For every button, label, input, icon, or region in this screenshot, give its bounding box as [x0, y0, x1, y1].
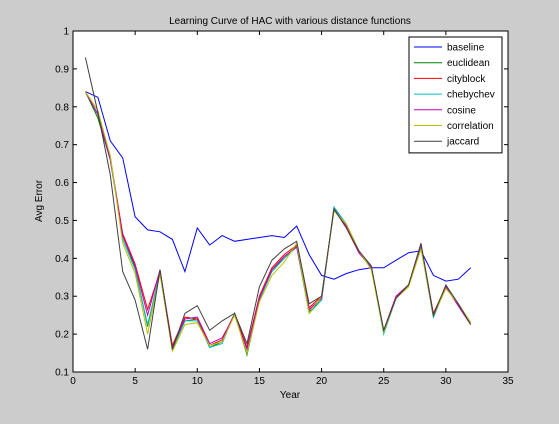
y-tick-label: 0.2 — [55, 330, 69, 341]
series-line-jaccard — [84, 57, 472, 350]
x-tick-label: 30 — [440, 376, 452, 387]
legend-label-jaccard: jaccard — [446, 137, 479, 148]
legend: baseline euclidean cityblock chebychev cosin… — [408, 36, 503, 154]
y-tick-label: 0.9 — [55, 64, 69, 75]
legend-label-correlation: correlation — [447, 121, 494, 132]
y-tick-label: 0.8 — [55, 102, 69, 113]
y-tick-label: 0.7 — [55, 140, 69, 151]
x-tick-label: 0 — [70, 376, 76, 387]
legend-box — [408, 36, 503, 154]
y-tick-label: 0.3 — [55, 292, 69, 303]
x-tick-label: 15 — [254, 376, 266, 387]
legend-label-cosine: cosine — [447, 105, 476, 116]
series-lines — [84, 57, 472, 357]
series-line-baseline — [85, 91, 472, 282]
legend-label-euclidean: euclidean — [447, 58, 490, 69]
x-tick-label: 10 — [192, 376, 204, 387]
x-tick-label: 25 — [378, 376, 390, 387]
legend-label-cityblock: cityblock — [447, 74, 486, 85]
y-tick-label: 0.6 — [55, 178, 69, 189]
y-tick-label: 0.4 — [55, 254, 69, 265]
x-tick-label: 20 — [316, 376, 328, 387]
legend-label-baseline: baseline — [447, 43, 485, 54]
x-tick-label: 35 — [502, 376, 514, 387]
legend-label-chebychev: chebychev — [447, 90, 495, 101]
y-tick-label: 0.5 — [55, 216, 69, 227]
series-line-correlation — [84, 91, 472, 355]
axis-ticks: 0 5 10 15 20 25 30 35 0.1 0.2 0.3 0.4 0.5 0.6 0.7 0.8 0.… — [55, 27, 514, 388]
y-axis-label: Avg Error — [34, 179, 45, 222]
x-axis-label: Year — [280, 390, 301, 401]
chart-title: Learning Curve of HAC with various dista… — [169, 16, 411, 27]
y-tick-label: 0.1 — [55, 368, 69, 379]
x-tick-label: 5 — [132, 376, 138, 387]
y-tick-label: 1 — [63, 27, 69, 38]
